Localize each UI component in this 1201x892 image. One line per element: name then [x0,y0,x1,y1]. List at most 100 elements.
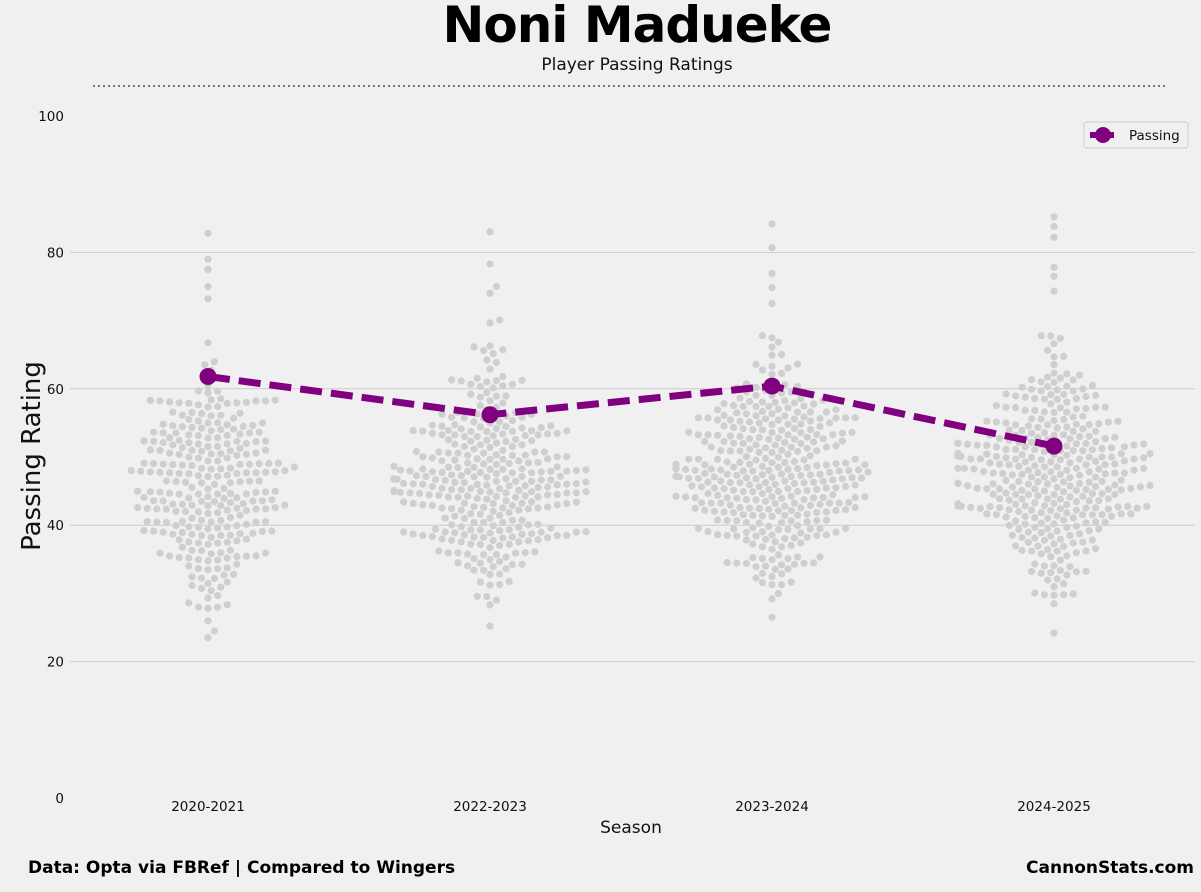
swarm-point [150,460,158,468]
swarm-point [768,473,776,482]
swarm-point [1050,499,1058,508]
y-tick-80: 80 [47,245,64,261]
swarm-point [188,501,196,509]
swarm-point [252,552,260,560]
swarm-point [409,499,417,508]
swarm-point [1104,485,1112,493]
swarm-point [1111,433,1119,441]
swarm-point [1060,542,1068,551]
swarm-point [214,603,222,611]
swarm-point [832,506,840,515]
swarm-point [819,435,827,443]
swarm-point [496,511,504,519]
swarm-point [140,459,148,467]
swarm-point [1053,527,1061,535]
swarm-point [755,483,763,491]
swarm-point [524,537,533,545]
swarm-point [1050,340,1058,348]
swarm-point [682,465,690,474]
swarm-point [467,484,475,493]
swarm-point [752,563,760,571]
swarm-point [169,500,177,508]
swarm-point [271,468,279,476]
swarm-point [214,402,222,411]
swarm-point [986,503,994,511]
swarm-point [1040,463,1048,471]
swarm-point [752,402,760,411]
swarm-point [159,497,167,505]
swarm-point [476,559,484,567]
swarm-point [473,374,481,382]
swarm-point [172,507,180,515]
swarm-point [784,404,792,412]
swarm-point [752,532,760,540]
swarm-point [146,396,154,404]
swarm-point [1060,488,1068,496]
swarm-point [204,525,212,533]
swarm-point [172,477,180,486]
swarm-point [528,488,536,496]
swarm-point [778,519,786,527]
swarm-point [492,451,500,459]
swarm-point [534,431,542,439]
swarm-point [207,518,215,526]
swarm-point [486,465,494,473]
swarm-point [774,487,783,496]
swarm-point [1060,415,1068,423]
swarm-point [832,414,840,422]
swarm-point [1143,502,1151,511]
swarm-point [258,497,266,505]
swarm-point [784,555,792,563]
swarm-point [835,467,843,475]
swarm-point [822,443,831,451]
swarm-point [826,419,834,427]
swarm-points [127,213,1154,642]
swarm-point [486,228,494,236]
swarm-point [1018,495,1026,503]
swarm-point [159,438,167,447]
swarm-point [1050,408,1058,417]
swarm-point [1028,438,1036,446]
swarm-point [726,479,735,487]
swarm-point [226,447,234,455]
swarm-point [768,545,776,553]
swarm-point [733,532,741,540]
swarm-point [159,460,167,468]
swarm-point [1053,483,1061,491]
swarm-point [851,493,859,501]
swarm-point [178,543,186,551]
swarm-point [518,499,526,507]
swarm-point [797,539,805,547]
swarm-point [806,408,815,416]
swarm-point [954,479,962,487]
swarm-point [242,469,250,477]
swarm-point [1111,490,1119,498]
swarm-point [1066,459,1074,467]
swarm-point [845,467,853,475]
swarm-point [480,551,488,559]
swarm-point [223,454,231,462]
swarm-point [492,470,500,478]
swarm-point [1056,495,1064,503]
swarm-point [1111,481,1119,489]
swarm-point [217,549,225,557]
swarm-point [1088,490,1096,498]
swarm-point [419,427,427,435]
swarm-point [528,469,536,477]
swarm-point [1028,547,1036,555]
swarm-point [1034,478,1042,486]
swarm-point [1063,523,1071,532]
swarm-point [768,410,776,418]
swarm-point [553,501,561,509]
swarm-point [220,494,228,502]
swarm-point [1066,482,1074,490]
swarm-point [1002,445,1010,453]
swarm-point [166,398,174,406]
swarm-point [1002,403,1010,411]
swarm-point [470,566,478,574]
swarm-point [508,516,516,524]
swarm-point [778,369,786,377]
swarm-point [774,453,783,461]
swarm-point [1088,536,1096,544]
swarm-point [150,437,158,445]
